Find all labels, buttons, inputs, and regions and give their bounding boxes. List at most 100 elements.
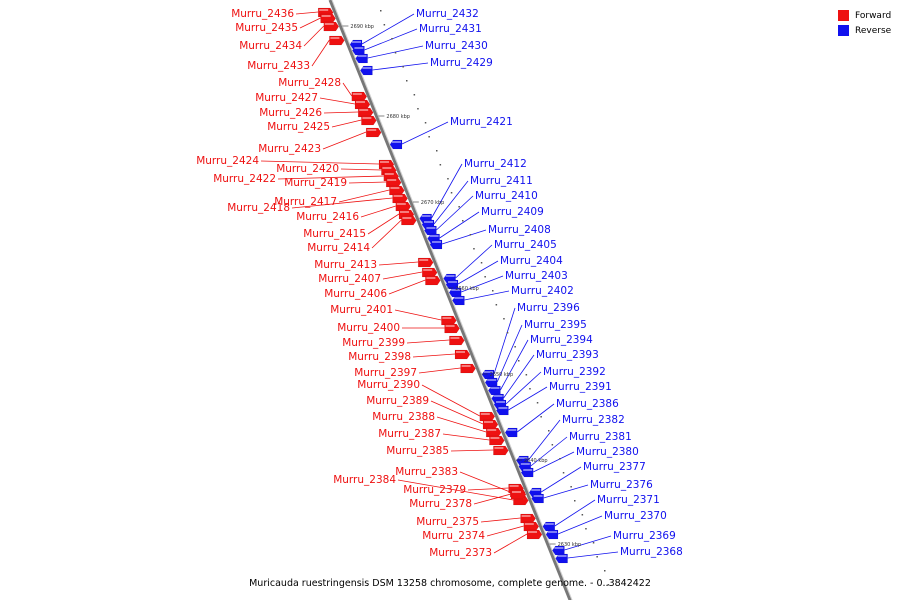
gene-label-murru-2375[interactable]: Murru_2375 — [416, 516, 479, 528]
gene-label-murru-2428[interactable]: Murru_2428 — [278, 77, 341, 89]
gene-label-murru-2434[interactable]: Murru_2434 — [239, 40, 302, 52]
Murru_2391-leader — [508, 386, 548, 411]
Murru_2423-leader — [322, 131, 367, 150]
legend-swatch-reverse — [838, 25, 849, 36]
scale-tick-label: 2680 kbp — [386, 114, 410, 120]
gene-label-murru-2385[interactable]: Murru_2385 — [386, 445, 449, 457]
gene-label-murru-2423[interactable]: Murru_2423 — [258, 143, 321, 155]
Murru_2414-gene-block — [401, 215, 417, 226]
gene-label-murru-2386[interactable]: Murru_2386 — [556, 398, 619, 410]
gene-label-murru-2417[interactable]: Murru_2417 — [274, 196, 337, 208]
gene-label-murru-2408[interactable]: Murru_2408 — [488, 224, 551, 236]
gene-label-murru-2432[interactable]: Murru_2432 — [416, 8, 479, 20]
Murru_2392-leader — [505, 371, 542, 405]
gene-label-murru-2400[interactable]: Murru_2400 — [337, 322, 400, 334]
gene-label-murru-2412[interactable]: Murru_2412 — [464, 158, 527, 170]
gene-label-murru-2414[interactable]: Murru_2414 — [307, 242, 370, 254]
gene-label-murru-2394[interactable]: Murru_2394 — [530, 334, 593, 346]
gene-label-murru-2382[interactable]: Murru_2382 — [562, 414, 625, 426]
Murru_2399-gene-sheen — [450, 337, 460, 339]
gene-label-murru-2370[interactable]: Murru_2370 — [604, 510, 667, 522]
gene-label-murru-2418[interactable]: Murru_2418 — [227, 202, 290, 214]
Murru_2435-gene-sheen — [321, 15, 331, 17]
gene-label-murru-2389[interactable]: Murru_2389 — [366, 395, 429, 407]
gene-label-murru-2426[interactable]: Murru_2426 — [259, 107, 322, 119]
gene-label-murru-2420[interactable]: Murru_2420 — [276, 163, 339, 175]
gene-label-murru-2390[interactable]: Murru_2390 — [357, 379, 420, 391]
Murru_2435-gene-block — [320, 13, 336, 24]
gene-label-murru-2413[interactable]: Murru_2413 — [314, 259, 377, 271]
minor-tick-dot — [596, 556, 598, 558]
Murru_2370-gene-sheen — [548, 531, 557, 533]
minor-tick-dot — [592, 542, 595, 544]
minor-tick-dot — [506, 332, 509, 334]
gene-label-murru-2425[interactable]: Murru_2425 — [267, 121, 330, 133]
minor-tick-dot — [581, 514, 584, 516]
Murru_2405-leader — [455, 244, 493, 279]
gene-label-murru-2376[interactable]: Murru_2376 — [590, 479, 653, 491]
Murru_2376-leader — [543, 484, 589, 499]
Murru_2368-gene-sheen — [557, 555, 567, 557]
gene-label-murru-2379[interactable]: Murru_2379 — [403, 484, 466, 496]
Murru_2369-gene-sheen — [554, 547, 564, 549]
gene-label-murru-2378[interactable]: Murru_2378 — [409, 498, 472, 510]
gene-label-murru-2392[interactable]: Murru_2392 — [543, 366, 606, 378]
Murru_2425-leader — [331, 119, 362, 128]
gene-label-murru-2380[interactable]: Murru_2380 — [576, 446, 639, 458]
gene-label-murru-2371[interactable]: Murru_2371 — [597, 494, 660, 506]
gene-label-murru-2424[interactable]: Murru_2424 — [196, 155, 259, 167]
gene-label-murru-2369[interactable]: Murru_2369 — [613, 530, 676, 542]
gene-label-murru-2429[interactable]: Murru_2429 — [430, 57, 493, 69]
gene-label-murru-2395[interactable]: Murru_2395 — [524, 319, 587, 331]
Murru_2381-gene-sheen — [520, 463, 530, 465]
gene-label-murru-2404[interactable]: Murru_2404 — [500, 255, 563, 267]
gene-label-murru-2391[interactable]: Murru_2391 — [549, 381, 612, 393]
gene-label-murru-2415[interactable]: Murru_2415 — [303, 228, 366, 240]
gene-label-murru-2430[interactable]: Murru_2430 — [425, 40, 488, 52]
gene-label-murru-2368[interactable]: Murru_2368 — [620, 546, 683, 558]
gene-label-murru-2402[interactable]: Murru_2402 — [511, 285, 574, 297]
gene-label-murru-2377[interactable]: Murru_2377 — [583, 461, 646, 473]
gene-label-murru-2399[interactable]: Murru_2399 — [342, 337, 405, 349]
Murru_2377-gene-sheen — [531, 489, 541, 491]
gene-label-murru-2405[interactable]: Murru_2405 — [494, 239, 557, 251]
gene-label-murru-2401[interactable]: Murru_2401 — [330, 304, 393, 316]
Murru_2422-leader — [277, 175, 384, 180]
minor-tick-dot — [574, 500, 576, 502]
gene-label-murru-2436[interactable]: Murru_2436 — [231, 8, 294, 20]
Murru_2382-gene-sheen — [518, 457, 528, 459]
Murru_2412-leader — [431, 163, 463, 219]
Murru_2373-gene-sheen — [528, 531, 537, 533]
gene-label-murru-2421[interactable]: Murru_2421 — [450, 116, 513, 128]
gene-label-murru-2396[interactable]: Murru_2396 — [517, 302, 580, 314]
gene-label-murru-2374[interactable]: Murru_2374 — [422, 530, 485, 542]
gene-label-murru-2381[interactable]: Murru_2381 — [569, 431, 632, 443]
gene-label-murru-2416[interactable]: Murru_2416 — [296, 211, 359, 223]
gene-label-murru-2435[interactable]: Murru_2435 — [235, 22, 298, 34]
gene-label-murru-2433[interactable]: Murru_2433 — [247, 60, 310, 72]
gene-label-murru-2411[interactable]: Murru_2411 — [470, 175, 533, 187]
gene-label-murru-2419[interactable]: Murru_2419 — [284, 177, 347, 189]
gene-label-murru-2427[interactable]: Murru_2427 — [255, 92, 318, 104]
gene-label-murru-2422[interactable]: Murru_2422 — [213, 173, 276, 185]
gene-label-murru-2409[interactable]: Murru_2409 — [481, 206, 544, 218]
gene-label-murru-2397[interactable]: Murru_2397 — [354, 367, 417, 379]
minor-tick-dot — [402, 66, 404, 68]
Murru_2427-leader — [319, 97, 356, 105]
gene-label-murru-2410[interactable]: Murru_2410 — [475, 190, 538, 202]
Murru_2374-leader — [486, 525, 524, 537]
gene-label-murru-2373[interactable]: Murru_2373 — [429, 547, 492, 559]
gene-label-murru-2387[interactable]: Murru_2387 — [378, 428, 441, 440]
gene-label-murru-2388[interactable]: Murru_2388 — [372, 411, 435, 423]
gene-label-murru-2393[interactable]: Murru_2393 — [536, 349, 599, 361]
gene-label-murru-2384[interactable]: Murru_2384 — [333, 474, 396, 486]
minor-tick-dot — [383, 24, 386, 26]
gene-label-murru-2403[interactable]: Murru_2403 — [505, 270, 568, 282]
gene-label-murru-2383[interactable]: Murru_2383 — [395, 466, 458, 478]
gene-label-murru-2431[interactable]: Murru_2431 — [419, 23, 482, 35]
Murru_2396-gene-sheen — [484, 371, 493, 373]
gene-label-murru-2398[interactable]: Murru_2398 — [348, 351, 411, 363]
gene-label-murru-2407[interactable]: Murru_2407 — [318, 273, 381, 285]
minor-tick-dot — [428, 136, 430, 138]
gene-label-murru-2406[interactable]: Murru_2406 — [324, 288, 387, 300]
